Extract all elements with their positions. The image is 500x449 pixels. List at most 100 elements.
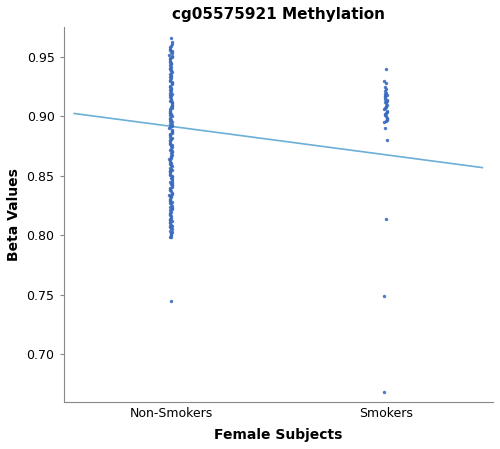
Point [166, 97, 174, 105]
Point [168, 190, 176, 198]
Point [168, 180, 176, 187]
Point [168, 144, 176, 151]
Point [167, 95, 175, 102]
Point [166, 114, 174, 121]
Point [382, 116, 390, 123]
Point [166, 94, 174, 101]
Point [168, 79, 176, 86]
Point [168, 128, 175, 136]
Point [166, 200, 174, 207]
Point [167, 193, 175, 200]
Point [382, 113, 390, 120]
Point [166, 197, 174, 204]
Point [168, 217, 176, 224]
Point [381, 105, 389, 112]
Point [167, 72, 175, 79]
Point [166, 195, 174, 202]
Point [383, 92, 391, 99]
Point [383, 97, 391, 105]
Point [380, 95, 388, 102]
Point [168, 232, 175, 239]
Point [166, 138, 173, 145]
Point [168, 123, 175, 130]
Point [166, 191, 173, 198]
Point [166, 62, 174, 69]
Point [167, 71, 175, 79]
Point [166, 132, 174, 139]
Point [167, 63, 175, 70]
Point [380, 389, 388, 396]
Point [166, 125, 173, 132]
Point [166, 77, 173, 84]
Point [166, 224, 174, 231]
Point [166, 51, 173, 58]
Point [167, 297, 175, 304]
Point [166, 233, 173, 240]
Point [381, 94, 389, 101]
Point [166, 194, 174, 201]
Point [167, 201, 175, 208]
Point [382, 100, 390, 107]
X-axis label: Female Subjects: Female Subjects [214, 428, 342, 442]
Point [166, 158, 173, 165]
Point [168, 172, 176, 180]
Point [168, 222, 176, 229]
Point [168, 182, 176, 189]
Point [166, 123, 174, 131]
Point [168, 183, 176, 190]
Point [382, 118, 390, 125]
Point [166, 156, 173, 163]
Point [168, 163, 176, 170]
Point [380, 292, 388, 299]
Point [166, 160, 174, 167]
Point [168, 100, 175, 107]
Point [166, 146, 174, 154]
Point [168, 198, 176, 206]
Point [166, 154, 174, 162]
Point [168, 53, 176, 61]
Point [167, 162, 175, 169]
Point [380, 119, 388, 126]
Point [166, 140, 174, 147]
Point [166, 207, 174, 214]
Point [168, 48, 176, 55]
Point [168, 105, 176, 112]
Point [383, 115, 391, 123]
Point [166, 133, 174, 140]
Point [382, 79, 390, 87]
Point [166, 110, 174, 118]
Point [380, 106, 388, 113]
Point [167, 208, 175, 215]
Point [166, 61, 174, 68]
Point [381, 83, 389, 90]
Point [380, 125, 388, 132]
Point [166, 57, 174, 64]
Point [166, 184, 174, 191]
Point [166, 87, 174, 94]
Point [166, 112, 174, 119]
Point [168, 204, 176, 211]
Point [168, 189, 176, 196]
Point [166, 66, 174, 74]
Point [166, 193, 174, 200]
Point [383, 96, 391, 103]
Point [166, 203, 174, 211]
Point [166, 82, 174, 89]
Point [166, 115, 174, 123]
Point [166, 64, 174, 71]
Point [166, 229, 174, 237]
Point [383, 107, 391, 114]
Point [168, 99, 176, 106]
Point [168, 50, 175, 57]
Point [168, 206, 176, 213]
Point [168, 101, 176, 108]
Point [167, 180, 175, 188]
Point [166, 74, 173, 81]
Point [167, 214, 175, 221]
Point [166, 222, 174, 229]
Point [381, 99, 389, 106]
Point [167, 153, 175, 160]
Point [168, 136, 175, 143]
Point [166, 171, 174, 178]
Point [166, 188, 174, 195]
